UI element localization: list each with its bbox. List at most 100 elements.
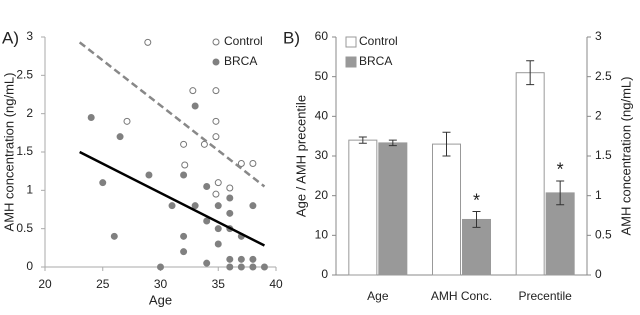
point — [203, 217, 211, 225]
legend-swatch — [345, 56, 357, 68]
point — [203, 183, 211, 190]
point — [249, 160, 257, 167]
y-tick-label: 60 — [315, 29, 329, 43]
y2-tick-label: 3 — [595, 29, 602, 43]
legend-label: Control — [224, 34, 263, 48]
y2-tick-label: 0.5 — [595, 228, 612, 242]
legend-label: BRCA — [359, 54, 392, 68]
y-tick-label: 2 — [26, 106, 33, 120]
x-tick-label: Age — [367, 289, 389, 303]
legend-label: Control — [359, 34, 398, 48]
point — [189, 87, 197, 95]
trend-line — [78, 41, 266, 188]
y-axis-title: Age / AMH precentile — [293, 95, 308, 217]
error-bar — [472, 211, 481, 228]
y-tick-label: 3 — [26, 29, 33, 43]
point — [226, 255, 234, 263]
error-bar — [442, 131, 451, 157]
y-tick-label: 10 — [315, 228, 329, 242]
point — [226, 184, 234, 192]
point — [191, 202, 199, 210]
point — [214, 225, 222, 233]
legend-label: BRCA — [224, 54, 257, 68]
point — [180, 171, 188, 179]
trend-line — [79, 150, 266, 247]
point — [249, 263, 257, 271]
point — [212, 190, 220, 198]
y2-tick-label: 2 — [595, 109, 602, 123]
bar — [378, 142, 408, 276]
point — [168, 202, 176, 210]
point — [237, 255, 245, 263]
point — [200, 140, 208, 148]
point — [260, 263, 268, 271]
point — [157, 263, 164, 271]
point — [249, 202, 257, 210]
panel-label: A) — [2, 28, 19, 47]
point — [180, 232, 188, 240]
error-bar — [526, 60, 535, 86]
point — [180, 140, 188, 148]
significance-mark: * — [473, 190, 480, 210]
error-bar — [388, 139, 397, 147]
x-tick-label: Precentile — [518, 289, 572, 303]
legend-marker — [212, 58, 220, 66]
panel-label: B) — [283, 28, 300, 47]
point — [181, 161, 189, 169]
y-tick-label: 20 — [315, 188, 329, 202]
point — [212, 117, 220, 125]
point — [203, 259, 211, 267]
error-bar — [358, 136, 367, 144]
point — [212, 133, 220, 141]
point — [145, 171, 153, 179]
point — [237, 160, 245, 167]
bar — [432, 143, 461, 276]
y2-tick-label: 2.5 — [595, 69, 612, 83]
x-axis-title: Age — [149, 292, 172, 307]
point — [110, 232, 118, 240]
x-tick-label: 30 — [154, 277, 168, 291]
y2-tick-label: 1 — [595, 188, 602, 202]
significance-mark: * — [557, 160, 564, 180]
error-bar — [556, 180, 565, 206]
y-axis-title: AMH concentration (ng/mL) — [1, 73, 16, 232]
point — [237, 263, 245, 271]
y-tick-label: 1 — [26, 183, 33, 197]
x-tick-label: 25 — [96, 277, 110, 291]
y-tick-label: 2.5 — [16, 68, 33, 82]
point — [191, 102, 199, 110]
y2-tick-label: 0 — [595, 267, 602, 281]
point — [87, 114, 95, 121]
point — [144, 38, 152, 46]
point — [123, 117, 131, 125]
y-tick-label: 30 — [315, 148, 329, 162]
x-tick-label: AMH Conc. — [431, 289, 492, 303]
legend-marker — [212, 38, 220, 46]
point — [214, 240, 222, 248]
y-tick-label: 1.5 — [16, 144, 33, 158]
point — [226, 263, 234, 271]
bar — [348, 139, 378, 276]
point — [226, 194, 234, 202]
point — [214, 202, 222, 210]
y2-tick-label: 1.5 — [595, 148, 612, 162]
y-tick-label: 0 — [321, 267, 328, 281]
y2-axis-title: AMH concentration (ng/mL) — [618, 77, 633, 236]
y-tick-label: 40 — [315, 109, 329, 123]
bar — [545, 192, 575, 276]
y-tick-label: 50 — [315, 69, 329, 83]
point — [99, 179, 107, 187]
point — [212, 87, 220, 95]
bar — [462, 218, 491, 276]
x-tick-label: 35 — [212, 277, 226, 291]
x-tick-label: 40 — [269, 277, 283, 291]
point — [214, 179, 222, 187]
y-tick-label: 0.5 — [16, 221, 33, 235]
y-tick-label: 0 — [26, 259, 33, 273]
point — [226, 209, 234, 217]
point — [180, 248, 188, 256]
legend-swatch — [345, 36, 357, 48]
point — [249, 255, 257, 263]
point — [116, 133, 124, 141]
